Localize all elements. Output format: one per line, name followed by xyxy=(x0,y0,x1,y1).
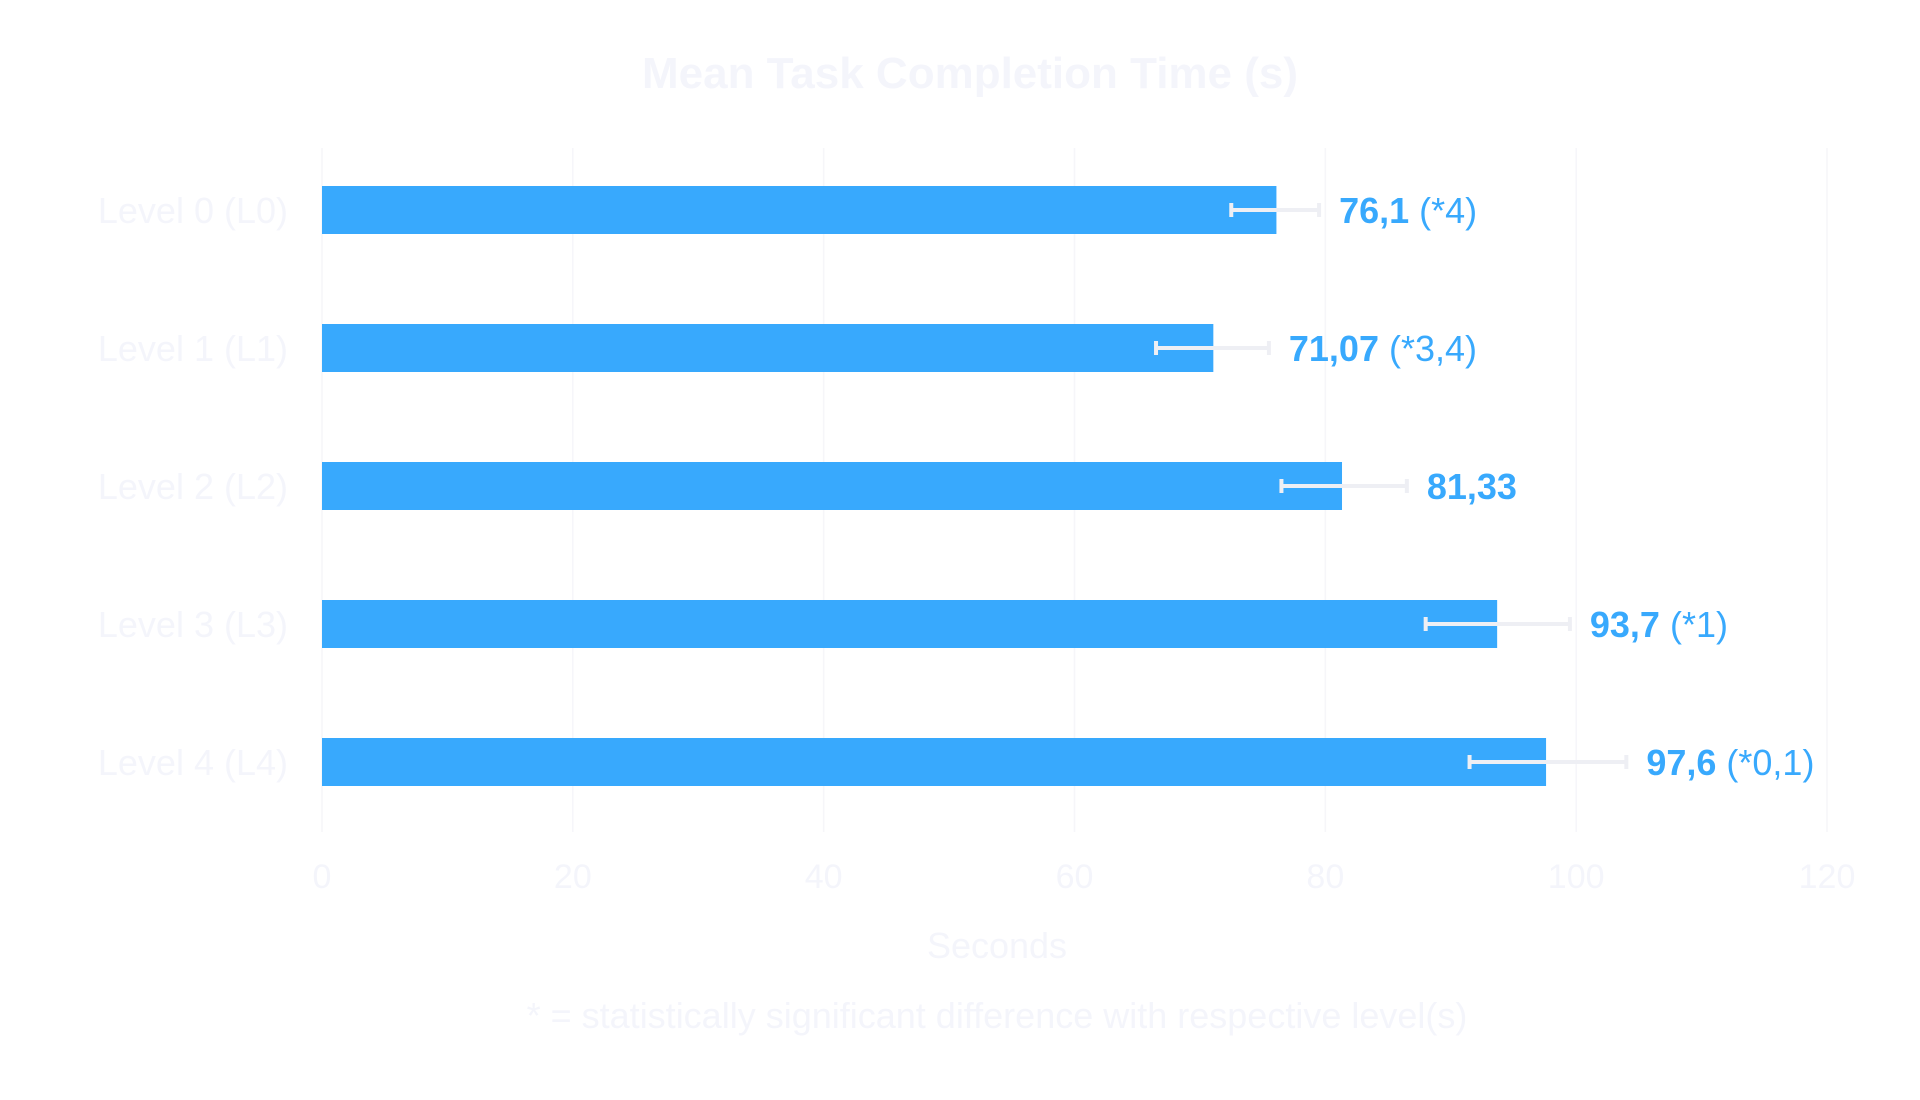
bar xyxy=(322,186,1277,234)
x-tick-label: 120 xyxy=(1799,858,1856,896)
x-axis-title: Seconds xyxy=(927,925,1067,966)
bar xyxy=(322,462,1343,510)
chart-title: Mean Task Completion Time (s) xyxy=(642,49,1298,98)
x-tick-label: 60 xyxy=(1056,858,1094,896)
bar xyxy=(322,324,1214,372)
category-label: Level 2 (L2) xyxy=(98,466,288,507)
value-number: 97,6 xyxy=(1646,742,1716,783)
value-number: 81,33 xyxy=(1427,466,1517,507)
value-label: 81,33 xyxy=(1427,466,1517,507)
data-labels: 76,1 (*4) 71,07 (*3,4) 81,33 93,7 (*1) 97,6 (*0,… xyxy=(1289,190,1815,783)
significance-marker: (*3,4) xyxy=(1389,328,1477,369)
category-label: Level 4 (L4) xyxy=(98,742,288,783)
significance-marker: (*4) xyxy=(1419,190,1477,231)
bar xyxy=(322,738,1547,786)
footnote: * = statistically significant difference… xyxy=(527,995,1468,1036)
x-tick-label: 80 xyxy=(1306,858,1344,896)
value-label: 93,7 (*1) xyxy=(1590,604,1728,645)
category-label: Level 1 (L1) xyxy=(98,328,288,369)
value-number: 71,07 xyxy=(1289,328,1379,369)
x-tick-label: 0 xyxy=(313,858,332,896)
value-label: 97,6 (*0,1) xyxy=(1646,742,1814,783)
x-tick-label: 40 xyxy=(805,858,843,896)
x-tick-label: 20 xyxy=(554,858,592,896)
category-label: Level 3 (L3) xyxy=(98,604,288,645)
bar xyxy=(322,600,1498,648)
category-label: Level 0 (L0) xyxy=(98,190,288,231)
value-number: 93,7 xyxy=(1590,604,1660,645)
significance-marker: (*1) xyxy=(1670,604,1728,645)
value-label: 76,1 (*4) xyxy=(1339,190,1477,231)
value-number: 76,1 xyxy=(1339,190,1409,231)
bars xyxy=(322,186,1547,786)
category-labels: Level 0 (L0) Level 1 (L1) Level 2 (L2) Leve… xyxy=(98,190,288,783)
x-tick-labels: 0 20 40 60 80 100 120 xyxy=(313,858,1856,896)
significance-marker: (*0,1) xyxy=(1726,742,1814,783)
value-label: 71,07 (*3,4) xyxy=(1289,328,1477,369)
x-tick-label: 100 xyxy=(1548,858,1605,896)
error-bars xyxy=(1154,203,1629,769)
